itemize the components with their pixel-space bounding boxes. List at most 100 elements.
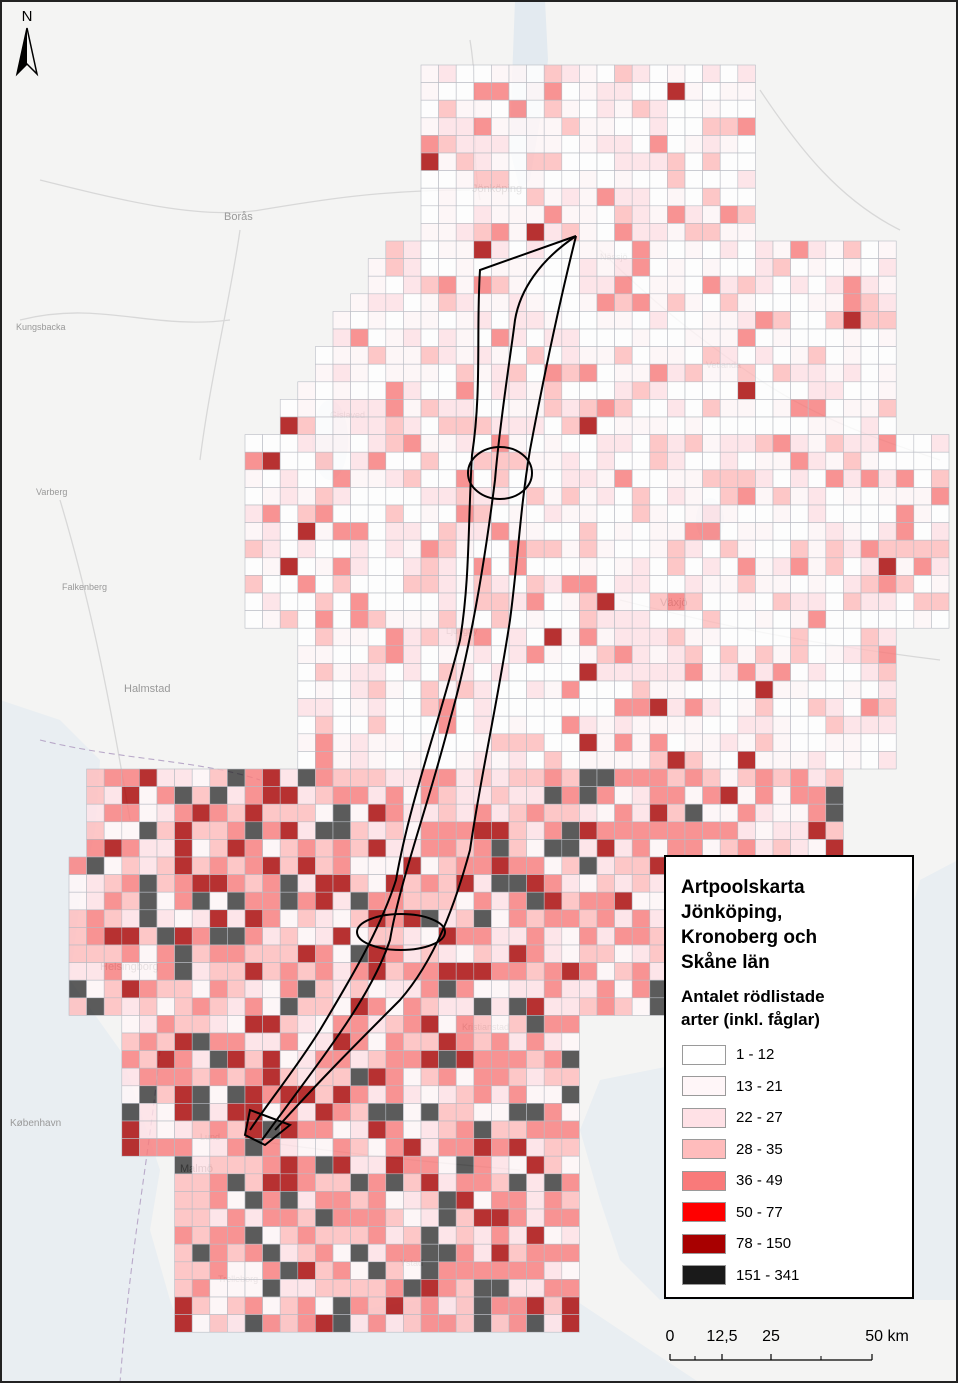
grid-cell: [473, 135, 492, 154]
grid-cell: [385, 1261, 404, 1280]
grid-cell: [561, 1226, 580, 1245]
grid-cell: [332, 346, 351, 365]
grid-cell: [878, 240, 897, 259]
grid-cell: [367, 733, 387, 752]
grid-cell: [139, 821, 158, 840]
grid-cell: [737, 821, 756, 840]
grid-cell: [367, 751, 387, 770]
grid-cell: [332, 927, 351, 946]
grid-cell: [385, 768, 404, 787]
grid-cell: [667, 645, 686, 664]
grid-cell: [614, 962, 633, 981]
grid-cell: [772, 592, 791, 611]
place-label: Varberg: [36, 487, 67, 497]
grid-cell: [491, 979, 510, 999]
grid-cell: [931, 522, 950, 541]
grid-cell: [772, 522, 791, 541]
grid-cell: [596, 645, 615, 664]
grid-cell: [719, 258, 739, 277]
legend-class: 151 - 341: [682, 1260, 799, 1292]
grid-cell: [526, 399, 545, 418]
grid-cell: [191, 1191, 211, 1210]
grid-cell: [174, 1085, 193, 1104]
grid-cell: [156, 1032, 175, 1051]
grid-cell: [684, 680, 703, 699]
grid-cell: [526, 187, 545, 207]
grid-cell: [631, 997, 651, 1016]
grid-cell: [191, 1103, 211, 1122]
grid-cell: [860, 275, 879, 295]
grid-cell: [684, 733, 703, 752]
grid-cell: [350, 328, 369, 347]
grid-cell: [737, 205, 756, 224]
grid-cell: [543, 768, 563, 787]
grid-cell: [367, 803, 387, 823]
grid-cell: [755, 399, 774, 418]
grid-cell: [367, 487, 387, 506]
grid-cell: [279, 1191, 299, 1210]
grid-cell: [491, 117, 510, 136]
legend-title-line: Kronoberg och: [681, 927, 818, 948]
grid-cell: [561, 381, 580, 400]
grid-cell: [913, 575, 932, 594]
grid-cell: [315, 434, 334, 453]
grid-cell: [315, 522, 334, 541]
grid-cell: [579, 117, 598, 136]
grid-cell: [350, 1208, 369, 1227]
grid-cell: [649, 275, 668, 295]
grid-cell: [438, 205, 457, 224]
grid-cell: [772, 363, 791, 383]
grid-cell: [772, 680, 791, 699]
grid-cell: [332, 891, 351, 911]
grid-cell: [297, 1226, 316, 1245]
grid-cell: [279, 891, 299, 911]
grid-cell: [455, 962, 475, 981]
grid-cell: [403, 997, 422, 1016]
grid-cell: [579, 645, 598, 664]
grid-cell: [579, 891, 598, 911]
grid-cell: [790, 803, 809, 823]
grid-cell: [931, 539, 950, 559]
grid-cell: [526, 680, 545, 699]
grid-cell: [649, 698, 668, 717]
grid-cell: [473, 1208, 492, 1227]
grid-cell: [420, 1261, 439, 1280]
grid-cell: [667, 610, 686, 629]
grid-cell: [86, 803, 105, 823]
grid-cell: [174, 979, 193, 999]
grid-cell: [807, 575, 827, 594]
grid-cell: [262, 575, 281, 594]
grid-cell: [596, 293, 615, 312]
grid-cell: [438, 504, 457, 523]
grid-cell: [420, 1155, 439, 1175]
grid-cell: [737, 399, 756, 418]
grid-cell: [790, 786, 809, 805]
grid-cell: [139, 1085, 158, 1104]
grid-cell: [825, 645, 844, 664]
grid-cell: [473, 275, 492, 295]
grid-cell: [684, 786, 703, 805]
grid-cell: [244, 539, 263, 559]
grid-cell: [103, 839, 123, 858]
grid-cell: [385, 786, 404, 805]
grid-cell: [121, 979, 140, 999]
grid-cell: [790, 487, 809, 506]
grid-cell: [543, 698, 563, 717]
grid-cell: [279, 487, 299, 506]
grid-cell: [385, 610, 404, 629]
grid-cell: [279, 803, 299, 823]
grid-cell: [385, 1226, 404, 1245]
grid-cell: [244, 592, 263, 611]
grid-cell: [438, 1050, 457, 1069]
grid-cell: [350, 680, 369, 699]
grid-cell: [807, 328, 827, 347]
grid-cell: [385, 399, 404, 418]
grid-cell: [579, 592, 598, 611]
grid-cell: [420, 1191, 439, 1210]
grid-cell: [755, 680, 774, 699]
grid-cell: [350, 803, 369, 823]
grid-cell: [455, 381, 475, 400]
grid-cell: [420, 328, 439, 347]
grid-cell: [455, 135, 475, 154]
grid-cell: [350, 891, 369, 911]
